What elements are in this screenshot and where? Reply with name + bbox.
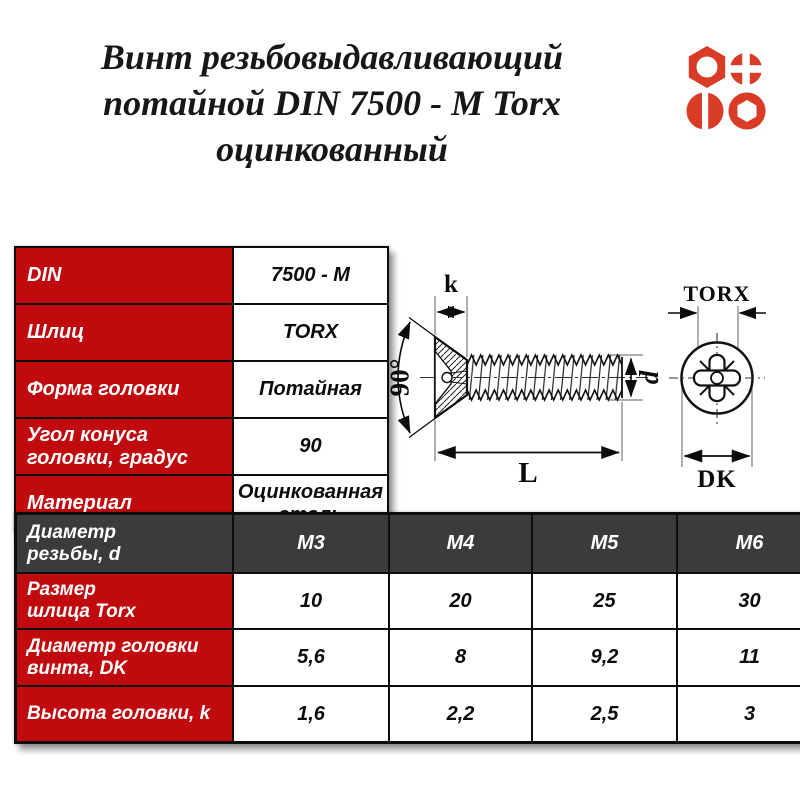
size-header-label: Диаметр резьбы, d (14, 512, 234, 574)
angle-lines (408, 316, 468, 439)
slotted-head-icon (686, 90, 724, 132)
spec-table: DIN 7500 - M Шлиц TORX Форма головки Пот… (14, 246, 389, 533)
col-m4: M4 (388, 512, 533, 574)
screw-head-view: TORX (668, 281, 766, 493)
recess-line (450, 381, 468, 385)
torx-m5: 25 (531, 572, 678, 630)
k-m3: 1,6 (232, 685, 390, 744)
spec-row-drive: Шлиц TORX (14, 303, 389, 362)
recess-center (441, 371, 453, 384)
thread-bottom (466, 388, 623, 402)
col-m5: M5 (531, 512, 678, 574)
dk-m6: 11 (676, 628, 800, 687)
hex-nut-icon (688, 46, 726, 88)
spec-value-cone-angle: 90 (232, 417, 389, 476)
dim-angle-label: 90° (385, 359, 415, 397)
dk-m3: 5,6 (232, 628, 390, 687)
extension-lines (681, 306, 753, 467)
size-label-dk: Диаметр головки винта, DK (14, 628, 234, 687)
screw-shank (467, 355, 622, 400)
k-m6: 3 (676, 685, 800, 744)
technical-drawing: k 90° L d TORX (385, 271, 766, 493)
spec-row-head-shape: Форма головки Потайная (14, 360, 389, 419)
spec-label-din: DIN (14, 246, 234, 305)
dk-m5: 9,2 (531, 628, 678, 687)
page-title: Винт резьбовыдавливающий потайной DIN 75… (8, 34, 656, 172)
size-row-dk: Диаметр головки винта, DK 5,6 8 9,2 11 (14, 628, 800, 687)
angle-arc (397, 321, 411, 434)
spec-row-din: DIN 7500 - M (14, 246, 389, 305)
hex-socket-icon (728, 92, 766, 130)
size-label-k: Высота головки, k (14, 685, 234, 744)
size-label-torx: Размер шлица Torx (14, 572, 234, 630)
dk-label: DK (697, 466, 737, 493)
dim-k-label: k (444, 271, 458, 298)
col-m6: M6 (676, 512, 800, 574)
dim-d-label: d (634, 370, 664, 384)
page-title-line2: потайной DIN 7500 - M Torx (103, 83, 561, 123)
spec-value-din: 7500 - M (232, 246, 389, 305)
spec-value-drive: TORX (232, 303, 389, 362)
pozidriv-recess (692, 353, 742, 403)
dim-l-label: L (518, 457, 537, 489)
phillips-head-icon (728, 51, 764, 87)
col-m3: M3 (232, 512, 390, 574)
spec-label-drive: Шлиц (14, 303, 234, 362)
thread-top (466, 353, 623, 367)
k-m4: 2,2 (388, 685, 533, 744)
page-title-line1: Винт резьбовыдавливающий (100, 37, 564, 77)
dk-m4: 8 (388, 628, 533, 687)
spec-row-cone-angle: Угол конуса головки, градус 90 (14, 417, 389, 476)
spec-value-head-shape: Потайная (232, 360, 389, 419)
spec-label-cone-angle: Угол конуса головки, градус (14, 417, 234, 476)
torx-m6: 30 (676, 572, 800, 630)
screw-side-view: k 90° L d (385, 271, 664, 489)
size-table: Диаметр резьбы, d M3 M4 M5 M6 Размер шли… (14, 512, 800, 744)
spec-label-head-shape: Форма головки (14, 360, 234, 419)
recess-line (450, 370, 468, 374)
torx-m4: 20 (388, 572, 533, 630)
brand-logo (686, 46, 766, 132)
torx-label: TORX (683, 281, 750, 306)
k-m5: 2,5 (531, 685, 678, 744)
size-header-row: Диаметр резьбы, d M3 M4 M5 M6 (14, 512, 800, 574)
page-title-line3: оцинкованный (216, 129, 448, 169)
size-row-torx: Размер шлица Torx 10 20 25 30 (14, 572, 800, 630)
torx-m3: 10 (232, 572, 390, 630)
size-row-k: Высота головки, k 1,6 2,2 2,5 3 (14, 685, 800, 744)
